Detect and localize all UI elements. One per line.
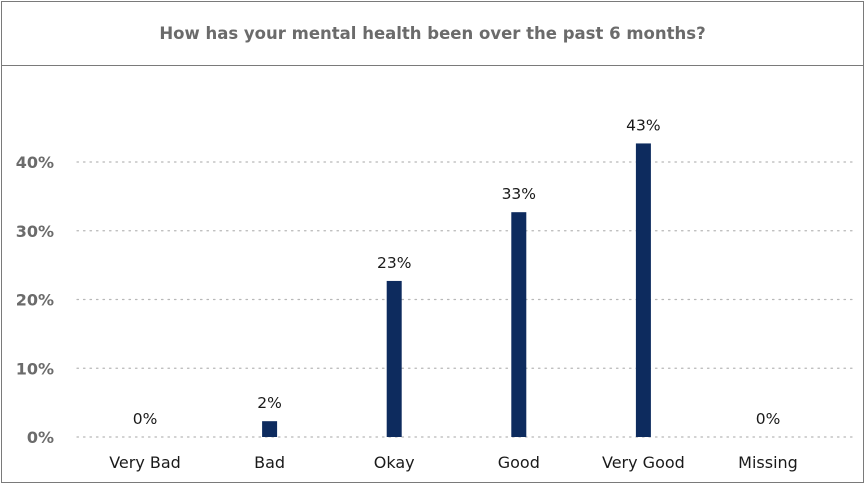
chart-title: How has your mental health been over the… — [2, 2, 863, 66]
x-tick-label: Missing — [738, 453, 798, 472]
data-labels: 0% 2% 23% 33% 43% 0% — [133, 116, 781, 428]
data-label: 0% — [133, 410, 158, 428]
bar — [635, 143, 651, 437]
bar-chart: 0% 10% 20% 30% 40% 0% 2% 23% 33% 43% 0% Very Bad B… — [16, 116, 855, 472]
data-label: 23% — [377, 254, 411, 272]
bar — [262, 421, 278, 437]
data-label: 2% — [257, 394, 282, 412]
y-tick-label: 40% — [16, 153, 54, 172]
bars — [262, 143, 651, 437]
data-label: 43% — [626, 116, 660, 134]
x-tick-label: Okay — [374, 453, 415, 472]
bar — [386, 280, 402, 437]
x-tick-label: Good — [498, 453, 540, 472]
x-axis-ticks: Very Bad Bad Okay Good Very Good Missing — [109, 453, 798, 472]
x-tick-label: Very Bad — [109, 453, 181, 472]
y-tick-label: 30% — [16, 222, 54, 241]
y-tick-label: 0% — [27, 428, 54, 447]
data-label: 0% — [756, 410, 781, 428]
y-tick-label: 20% — [16, 291, 54, 310]
y-axis-ticks: 0% 10% 20% 30% 40% — [16, 153, 54, 447]
data-label: 33% — [502, 185, 536, 203]
gridlines — [76, 161, 855, 438]
x-tick-label: Bad — [254, 453, 285, 472]
y-tick-label: 10% — [16, 359, 54, 378]
x-tick-label: Very Good — [602, 453, 685, 472]
bar — [511, 212, 527, 437]
